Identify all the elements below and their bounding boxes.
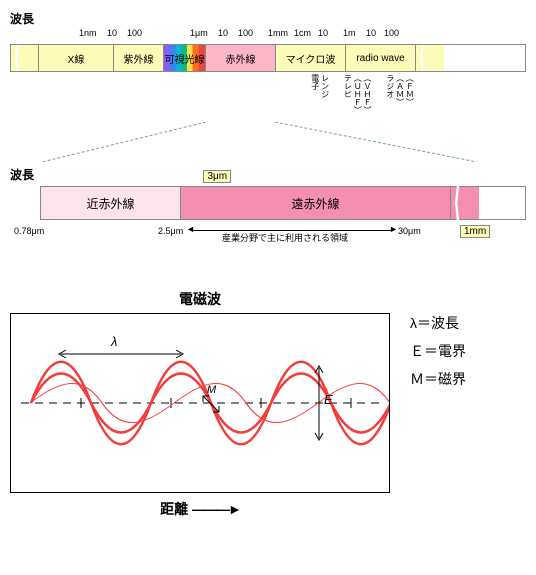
spectrum-segment: radio wave xyxy=(346,45,416,71)
e-symbol: E xyxy=(324,392,333,407)
spectrum-segment: 紫外線 xyxy=(114,45,164,71)
spectrum-segment xyxy=(416,45,444,71)
tick: 1nm xyxy=(79,28,97,38)
spectrum-axis-label: 波長 xyxy=(10,12,34,26)
ir-axis-label: 波長 xyxy=(10,168,34,182)
ir-bottom-scale: 0.78μm 2.5μm 産業分野で主に利用される領域 30μm 1mm xyxy=(10,223,526,239)
wave-diagram: 電磁波 xyxy=(10,289,526,519)
ir-top-marker: 3μm xyxy=(203,170,231,183)
ir-mid-text: 産業分野で主に利用される領域 xyxy=(222,231,348,244)
tick: 1mm xyxy=(268,28,288,38)
wave-legend: λ＝波長 Ｅ＝電界 Ｍ＝磁界 xyxy=(410,309,466,393)
subcat-item: ラジオ（ＡＭ）（ＦＭ） xyxy=(385,74,413,114)
ir-bar: 近赤外線遠赤外線 xyxy=(40,186,526,220)
subcat-item: 電子レンジ xyxy=(310,74,329,114)
ir-segment xyxy=(451,187,479,219)
tick: 1cm xyxy=(294,28,311,38)
ir-segment: 遠赤外線 xyxy=(181,187,451,219)
ir-diagram: 波長 3μm 近赤外線遠赤外線 0.78μm 2.5μm 産業分野で主に利用され… xyxy=(10,166,526,239)
distance-label: 距離 ———► xyxy=(10,499,390,519)
spectrum-segment: 可視光線 xyxy=(164,45,206,71)
ir-mid-right: 30μm xyxy=(398,226,421,236)
tick: 10 xyxy=(218,28,228,38)
tick: 100 xyxy=(127,28,142,38)
tick: 1m xyxy=(343,28,356,38)
legend-lambda: λ＝波長 xyxy=(410,309,466,337)
lambda-symbol: λ xyxy=(111,334,117,349)
legend-m: Ｍ＝磁界 xyxy=(410,365,466,393)
tick: 10 xyxy=(107,28,117,38)
tick: 10 xyxy=(318,28,328,38)
tick: 100 xyxy=(238,28,253,38)
m-symbol: M xyxy=(207,384,216,396)
ir-left-val: 0.78μm xyxy=(14,226,44,236)
spectrum-segment: X線 xyxy=(39,45,114,71)
subcat-item: テレビ（ＵＨＦ）（ＶＨＦ） xyxy=(343,74,371,114)
ir-right-box: 1mm xyxy=(460,225,490,238)
ir-segment: 近赤外線 xyxy=(41,187,181,219)
spectrum-ticks: 1nm 10 100 1μm 10 100 1mm 1cm 10 1m 10 100 xyxy=(80,28,526,42)
tick: 1μm xyxy=(190,28,208,38)
spectrum-bar: X線紫外線可視光線赤外線マイクロ波radio wave xyxy=(10,44,526,72)
spectrum-segment xyxy=(11,45,39,71)
spectrum-segment: マイクロ波 xyxy=(276,45,346,71)
spectrum-subcategories: 電子レンジテレビ（ＵＨＦ）（ＶＨＦ） ラジオ（ＡＭ）（ＦＭ） xyxy=(310,74,526,114)
legend-e: Ｅ＝電界 xyxy=(410,337,466,365)
spectrum-segment: 赤外線 xyxy=(206,45,276,71)
tick: 10 xyxy=(366,28,376,38)
tick: 100 xyxy=(384,28,399,38)
wave-title: 電磁波 xyxy=(10,289,390,309)
projection-lines xyxy=(10,122,526,162)
spectrum-diagram: 波長 1nm 10 100 1μm 10 100 1mm 1cm 10 1m 10 100 X線紫外線… xyxy=(10,10,526,114)
wave-box: λ E M xyxy=(10,313,390,493)
ir-mid-left: 2.5μm xyxy=(158,226,183,236)
